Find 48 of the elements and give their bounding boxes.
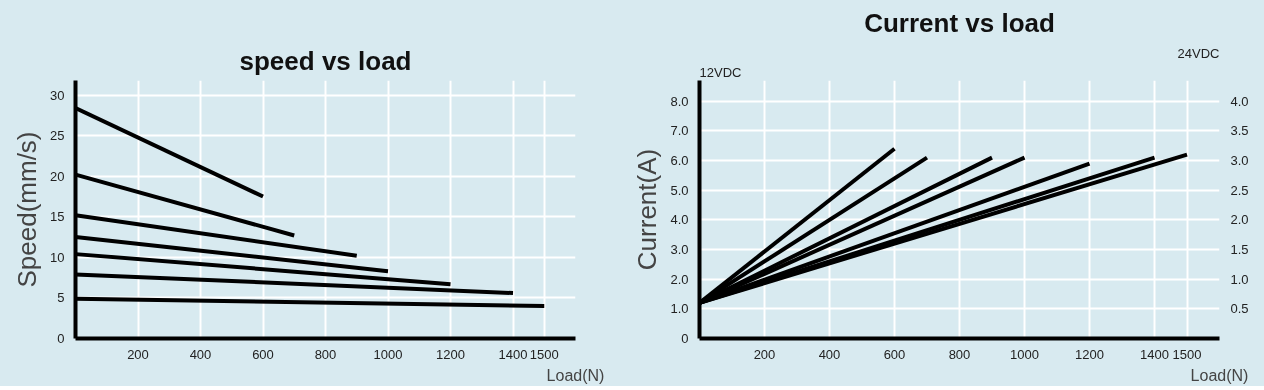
x-tick-label: 1000 [373,346,403,362]
x-tick-label: 600 [883,346,906,362]
y-tick-label: 8.0 [670,93,689,109]
x-axis-title: Load(N) [1190,366,1249,384]
x-tick-label: 600 [252,346,274,362]
y-tick-label: 3.0 [670,242,689,258]
y-tick-label: 4.0 [670,212,689,228]
x-tick-label: 1400 [498,346,528,362]
y2-tick-label: 0.5 [1230,301,1249,317]
x-tick-label: 1200 [1075,346,1104,362]
y-tick-label: 5 [57,290,65,306]
x-tick-label: 800 [314,346,337,362]
y2-tick-label: 3.0 [1230,153,1249,169]
x-tick-label: 1500 [1172,346,1202,362]
y-tick-label: 5.0 [670,182,689,198]
y-tick-label: 30 [50,87,65,103]
chart-title: speed vs load [239,45,412,76]
x-tick-label: 200 [127,346,149,362]
y-tick-label: 20 [50,168,65,184]
y-axis-title: Current(A) [632,148,663,271]
chart-title: Current vs load [864,7,1055,38]
y-tick-label: 1.0 [670,301,689,317]
y-tick-label: 0 [57,331,65,346]
x-axis-title: Load(N) [546,366,605,384]
y2-tick-label: 4.0 [1230,93,1249,109]
y-tick-label: 15 [50,209,65,225]
x-tick-label: 800 [948,346,971,362]
x-tick-label: 400 [189,346,212,362]
x-tick-label: 1000 [1010,346,1039,362]
y2-tick-label: 2.0 [1230,212,1249,228]
x-tick-label: 1400 [1140,346,1169,362]
y-tick-label: 25 [50,128,65,144]
y2-tick-label: 3.5 [1230,123,1249,139]
y2-tick-label: 1.0 [1230,271,1249,287]
text: 12VDC [699,64,742,80]
x-tick-label: 1500 [529,346,559,362]
y2-tick-label: 2.5 [1230,182,1249,198]
x-tick-label: 1200 [436,346,465,362]
y-axis-title: Speed(mm/s) [12,131,43,288]
text: 24VDC [1177,45,1220,61]
y-tick-label: 0 [681,331,689,346]
x-tick-label: 200 [753,346,776,362]
y-tick-label: 10 [50,249,65,265]
y-tick-label: 2.0 [670,271,689,287]
y2-tick-label: 1.5 [1230,242,1249,258]
y-tick-label: 6.0 [670,153,689,169]
x-tick-label: 400 [818,346,841,362]
y-tick-label: 7.0 [670,123,689,139]
